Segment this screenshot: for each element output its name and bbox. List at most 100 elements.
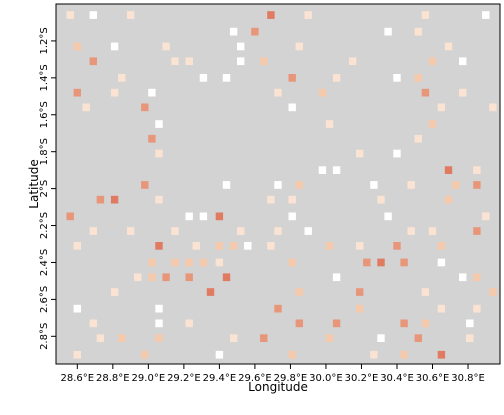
heatmap-cell <box>377 258 385 267</box>
heatmap-cell <box>428 227 437 235</box>
heatmap-cell <box>295 319 303 328</box>
heatmap-cell <box>466 334 474 342</box>
heatmap-cell <box>73 350 81 359</box>
heatmap-cell <box>141 181 149 189</box>
heatmap-cell <box>421 319 430 328</box>
heatmap-cell <box>421 288 430 296</box>
heatmap-cell <box>466 319 474 328</box>
heatmap-cell <box>155 149 163 158</box>
heatmap-cell <box>215 258 224 267</box>
heatmap-cell <box>118 334 126 342</box>
heatmap-cell <box>229 27 238 36</box>
x-tick-label: 30.4°E <box>380 373 414 384</box>
heatmap-cell <box>192 242 200 250</box>
x-tick-label: 28.8°E <box>96 373 130 384</box>
heatmap-cell <box>126 227 135 235</box>
heatmap-cell <box>393 74 401 82</box>
heatmap-cell <box>89 319 97 328</box>
heatmap-cell <box>414 334 422 342</box>
y-tick-label: 2.4°S <box>39 249 50 276</box>
heatmap-cell <box>185 258 193 267</box>
heatmap-cell <box>229 334 238 342</box>
y-tick-label: 1.4°S <box>39 64 50 91</box>
x-tick-label: 30.6°E <box>416 373 450 384</box>
heatmap-cell <box>332 74 341 82</box>
heatmap-cell <box>155 334 163 342</box>
heatmap-cell <box>444 42 453 51</box>
heatmap-cell <box>295 181 303 189</box>
heatmap-cell <box>400 350 408 359</box>
heatmap-cell <box>414 134 422 143</box>
heatmap-cell <box>185 57 193 66</box>
heatmap-cell <box>148 273 156 282</box>
y-tick-label: 1.6°S <box>39 101 50 128</box>
heatmap-cell <box>237 57 245 66</box>
heatmap-cell <box>244 242 252 250</box>
heatmap-cell <box>414 27 422 36</box>
heatmap-cell <box>325 242 334 250</box>
heatmap-cell <box>384 27 392 36</box>
heatmap-cell <box>459 57 467 66</box>
heatmap-cell <box>229 242 238 250</box>
heatmap-cell <box>428 120 437 128</box>
heatmap-cell <box>348 57 357 66</box>
heatmap-cell <box>171 57 179 66</box>
heatmap-cell <box>393 242 401 250</box>
heatmap-cell <box>267 195 275 204</box>
heatmap-cell <box>148 88 156 97</box>
heatmap-cell <box>356 242 364 250</box>
heatmap-cell <box>393 149 401 158</box>
heatmap-cell <box>377 334 385 342</box>
heatmap-cell <box>141 103 149 112</box>
heatmap-cell <box>407 181 415 189</box>
x-axis: 28.6°E 28.8°E 29.0°E 29.2°E 29.4°E 29.6°E 29.8… <box>61 364 485 384</box>
heatmap-cell <box>251 27 259 36</box>
heatmap-cell <box>237 227 245 235</box>
heatmap-cell <box>437 103 446 112</box>
heatmap-cell <box>185 212 193 221</box>
heatmap-cell <box>215 350 224 359</box>
heatmap-cell <box>482 11 490 19</box>
heatmap-cell <box>274 181 282 189</box>
heatmap-cell <box>274 88 282 97</box>
heatmap-cell <box>288 350 296 359</box>
heatmap-cell <box>267 242 275 250</box>
heatmap-cell <box>444 166 453 174</box>
heatmap-cell <box>89 227 97 235</box>
heatmap-cell <box>288 74 296 82</box>
heatmap-cell <box>407 227 415 235</box>
plot-frame <box>55 3 501 365</box>
heatmap-cell <box>274 304 282 313</box>
heatmap-cell <box>489 288 497 296</box>
heatmap-cell <box>260 334 268 342</box>
x-tick-label: 29.6°E <box>238 373 272 384</box>
heatmap-cell <box>400 319 408 328</box>
heatmap-cell <box>155 195 163 204</box>
heatmap-cell <box>222 273 231 282</box>
heatmap-cell <box>414 74 422 82</box>
heatmap-cell <box>437 258 446 267</box>
heatmap-cell <box>199 74 208 82</box>
y-tick-label: 2.8°S <box>39 323 50 350</box>
y-axis: 1.2°S 1.4°S 1.6°S 1.8°S 2°S 2.2°S 2.4°S 2.6°S 2.… <box>39 27 56 350</box>
heatmap-cell <box>215 212 224 221</box>
heatmap-cell <box>451 181 460 189</box>
y-tick-label: 2.6°S <box>39 286 50 313</box>
heatmap-cell <box>267 11 275 19</box>
heatmap-cell <box>459 88 467 97</box>
heatmap-cell <box>73 242 81 250</box>
x-tick-label: 28.6°E <box>61 373 95 384</box>
heatmap-cell <box>118 74 126 82</box>
heatmap-cell <box>421 11 430 19</box>
y-tick-label: 1.8°S <box>39 138 50 165</box>
heatmap-cell <box>155 242 163 250</box>
heatmap-cell <box>185 319 193 328</box>
heatmap-cell <box>288 103 296 112</box>
heatmap-cell <box>185 273 193 282</box>
heatmap-cell <box>110 288 119 296</box>
heatmap-cell <box>437 242 446 250</box>
heatmap-cell <box>325 120 334 128</box>
x-tick-label: 29.2°E <box>167 373 201 384</box>
heatmap-cell <box>482 212 490 221</box>
